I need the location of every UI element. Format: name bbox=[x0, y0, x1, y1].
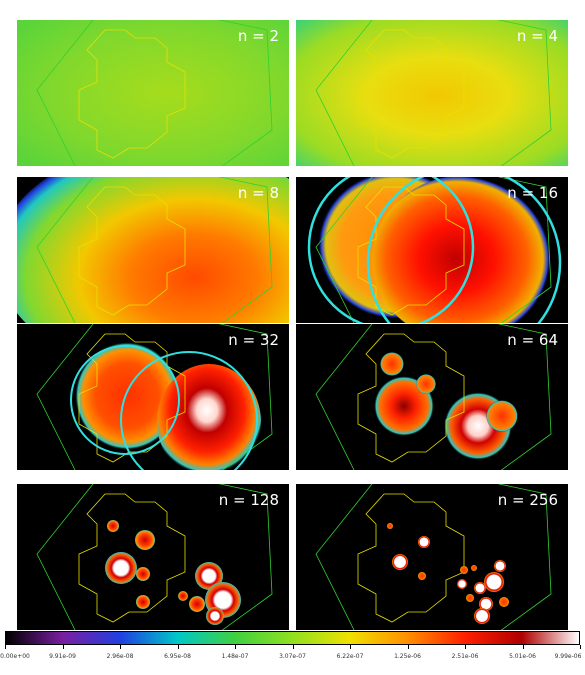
panel-n128: n = 128 bbox=[17, 484, 289, 630]
panel-n256-image bbox=[296, 484, 568, 630]
colorbar bbox=[5, 631, 580, 645]
colorbar-tick-mark bbox=[522, 645, 524, 649]
colorbar-tick-mark bbox=[292, 645, 294, 649]
colorbar-tick-label: 9.99e-06 bbox=[554, 653, 582, 660]
panel-n2-image bbox=[17, 20, 289, 166]
panel-n64-image bbox=[296, 324, 568, 470]
colorbar-tick-mark bbox=[235, 645, 236, 649]
colorbar-tick-label: 1.48e-07 bbox=[221, 653, 249, 660]
colorbar-tick-label: 2.96e-08 bbox=[106, 653, 134, 660]
colorbar-tick-label: 0.00e+00 bbox=[0, 653, 30, 660]
colorbar-tick-mark bbox=[350, 645, 351, 649]
colorbar-tick-label: 5.01e-06 bbox=[509, 653, 536, 660]
colorbar-tick-label: 1.25e-06 bbox=[394, 653, 421, 660]
colorbar-tick-label: 6.95e-08 bbox=[164, 653, 191, 660]
colorbar-tick-mark bbox=[465, 645, 466, 649]
panel-n8: n = 8 bbox=[17, 177, 289, 323]
panel-n4-image bbox=[296, 20, 568, 166]
colorbar-tick-label: 6.22e-07 bbox=[336, 653, 364, 660]
colorbar-tick-mark bbox=[62, 645, 64, 649]
panel-label: n = 256 bbox=[497, 491, 558, 509]
cyan-circle bbox=[307, 177, 475, 323]
panel-n256: n = 256 bbox=[296, 484, 568, 630]
panel-n16: n = 16 bbox=[296, 177, 568, 323]
colorbar-tick-mark bbox=[407, 645, 409, 649]
panel-label: n = 64 bbox=[507, 331, 558, 349]
colorbar-ticks: 0.00e+00 9.91e-09 2.96e-08 6.95e-08 1.48e-07… bbox=[0, 645, 585, 675]
cyan-circle bbox=[366, 177, 562, 323]
colorbar-tick-label: 3.07e-07 bbox=[279, 653, 306, 660]
footprint-polygon bbox=[78, 29, 186, 159]
panel-n8-image bbox=[17, 177, 289, 323]
panel-label: n = 32 bbox=[228, 331, 279, 349]
colorbar-tick-mark bbox=[580, 645, 581, 649]
colorbar-tick-mark bbox=[177, 645, 179, 649]
panel-label: n = 2 bbox=[237, 27, 279, 45]
colorbar-tick-mark bbox=[5, 645, 6, 649]
panel-n32-image bbox=[17, 324, 289, 470]
panel-label: n = 128 bbox=[218, 491, 279, 509]
outline-polygon bbox=[36, 20, 273, 166]
colorbar-tick-label: 9.91e-09 bbox=[49, 653, 76, 660]
panel-n16-image bbox=[296, 177, 568, 323]
panel-label: n = 4 bbox=[516, 27, 558, 45]
panel-label: n = 8 bbox=[237, 184, 279, 202]
colorbar-tick-mark bbox=[120, 645, 121, 649]
panel-n128-image bbox=[17, 484, 289, 630]
panel-n32: n = 32 bbox=[17, 324, 289, 470]
colorbar-tick-label: 2.51e-06 bbox=[451, 653, 479, 660]
panel-label: n = 16 bbox=[507, 184, 558, 202]
panel-n4: n = 4 bbox=[296, 20, 568, 166]
panel-n64: n = 64 bbox=[296, 324, 568, 470]
panel-n2: n = 2 bbox=[17, 20, 289, 166]
